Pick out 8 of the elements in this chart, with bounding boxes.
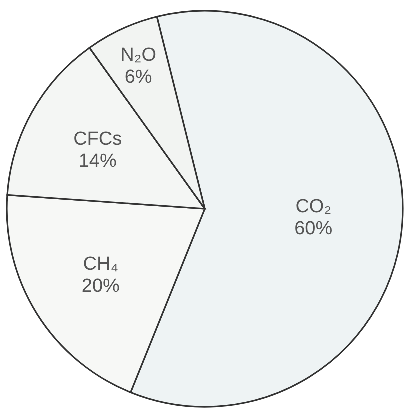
slice-label: N₂O	[120, 45, 157, 66]
slice-label: CFCs	[74, 129, 122, 150]
data-label: 60%	[294, 218, 333, 240]
data-label: 14%	[78, 151, 117, 172]
data-label: 20%	[82, 276, 120, 298]
slice-label: CO₂	[296, 196, 332, 218]
slice-label: CH₄	[83, 254, 119, 276]
data-label: 6%	[124, 67, 152, 88]
